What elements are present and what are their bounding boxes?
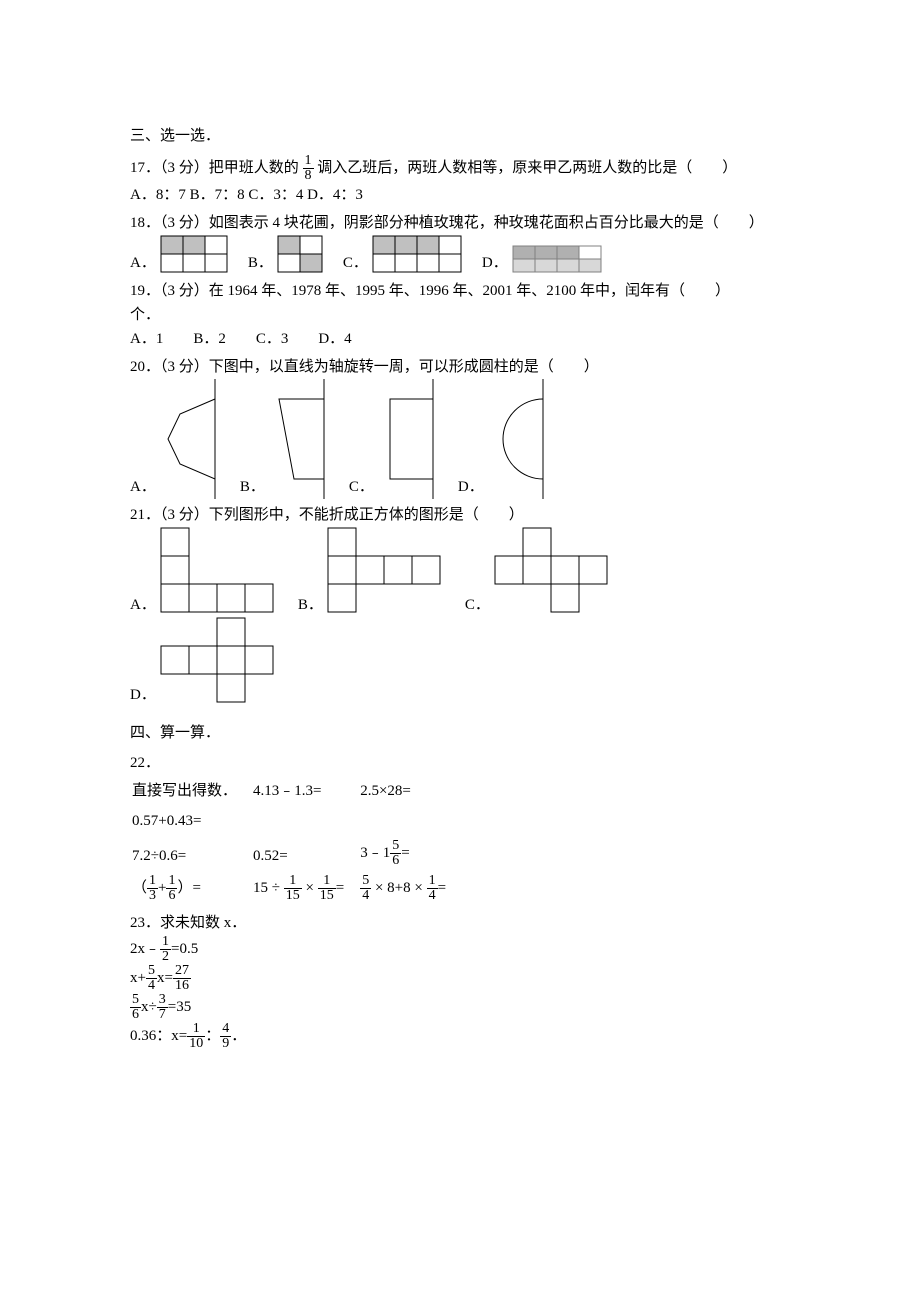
q21-figure-a <box>160 527 280 617</box>
q19-text: 19．（3 分）在 1964 年、1978 年、1995 年、1996 年、20… <box>130 279 790 303</box>
q22-r3c1: 7.2÷0.6= <box>132 837 251 870</box>
question-18: 18．（3 分）如图表示 4 块花圃，阴影部分种植玫瑰花，种玫瑰花面积占百分比最… <box>130 211 790 275</box>
q17-prefix: 17．（3 分）把甲班人数的 <box>130 160 299 176</box>
q22-r4c1: （13+16）= <box>132 872 251 905</box>
q20-label-d: D． <box>458 475 484 499</box>
q22-r4c3: 54 × 8+8 × 14= <box>360 872 460 905</box>
q18-figure-b <box>277 235 325 275</box>
q22-r1c2: 4.13﹣1.3= <box>253 777 358 805</box>
q20-label-c: C． <box>349 475 374 499</box>
q18-figure-c <box>372 235 464 275</box>
q20-figure-d <box>488 379 550 499</box>
q21-label-a: A． <box>130 593 156 617</box>
q20-label-b: B． <box>240 475 265 499</box>
q23-line3: 56x÷37=35 <box>130 993 790 1022</box>
q18-label-b: B． <box>248 251 273 275</box>
question-20: 20．（3 分）下图中，以直线为轴旋转一周，可以形成圆柱的是（ ） A． B． … <box>130 355 790 499</box>
q22-number: 22． <box>130 751 790 775</box>
q18-figure-a <box>160 235 230 275</box>
q18-label-c: C． <box>343 251 368 275</box>
q20-figure-c <box>378 379 440 499</box>
q18-options: A． B． C． <box>130 235 790 275</box>
q21-figure-b <box>327 527 447 617</box>
q22-r1c3: 2.5×28= <box>360 777 460 805</box>
question-19: 19．（3 分）在 1964 年、1978 年、1995 年、1996 年、20… <box>130 279 790 351</box>
q21-figure-d <box>160 617 280 707</box>
q17-suffix: 调入乙班后，两班人数相等，原来甲乙两班人数的比是（ ） <box>317 160 737 176</box>
question-17: 17．（3 分）把甲班人数的 18 调入乙班后，两班人数相等，原来甲乙两班人数的… <box>130 154 790 207</box>
q21-label-c: C． <box>465 593 490 617</box>
q23-line2: x+54x=2716 <box>130 964 790 993</box>
q17-options: A．8：7 B．7：8 C．3：4 D．4：3 <box>130 183 790 207</box>
q20-figure-b <box>269 379 331 499</box>
q21-figure-c <box>494 527 614 617</box>
q17-fraction: 18 <box>303 154 314 183</box>
section-4-title: 四、算一算． <box>130 721 790 745</box>
q22-r3c3: 3﹣156= <box>360 837 460 870</box>
q22-r2c1: 0.57+0.43= <box>132 807 251 835</box>
q21-text: 21．（3 分）下列图形中，不能折成正方体的图形是（ ） <box>130 503 790 527</box>
q19-text2: 个． <box>130 303 790 327</box>
q21-label-d: D． <box>130 683 156 707</box>
question-23: 23．求未知数 x． 2x﹣12=0.5 x+54x=2716 56x÷37=3… <box>130 911 790 1051</box>
q22-r4c2: 15 ÷ 115 × 115= <box>253 872 358 905</box>
q20-figure-a <box>160 379 222 499</box>
question-22: 22． 直接写出得数． 4.13﹣1.3= 2.5×28= 0.57+0.43=… <box>130 751 790 907</box>
q21-label-b: B． <box>298 593 323 617</box>
q22-table: 直接写出得数． 4.13﹣1.3= 2.5×28= 0.57+0.43= 7.2… <box>130 775 462 907</box>
q19-options: A．1 B．2 C．3 D．4 <box>130 327 790 351</box>
q18-text: 18．（3 分）如图表示 4 块花圃，阴影部分种植玫瑰花，种玫瑰花面积占百分比最… <box>130 211 790 235</box>
q21-options: A． B． <box>130 527 790 707</box>
q22-r3c2: 0.52= <box>253 837 358 870</box>
q20-text: 20．（3 分）下图中，以直线为轴旋转一周，可以形成圆柱的是（ ） <box>130 355 790 379</box>
q20-label-a: A． <box>130 475 156 499</box>
q18-figure-d <box>512 245 604 275</box>
q22-r1c1: 直接写出得数． <box>132 777 251 805</box>
q23-line4: 0.36：x=110：49． <box>130 1022 790 1051</box>
q18-label-d: D． <box>482 251 508 275</box>
q20-options: A． B． C． D． <box>130 379 790 499</box>
section-3-title: 三、选一选． <box>130 124 790 148</box>
q18-label-a: A． <box>130 251 156 275</box>
question-21: 21．（3 分）下列图形中，不能折成正方体的图形是（ ） A． B． <box>130 503 790 707</box>
q23-title: 23．求未知数 x． <box>130 911 790 935</box>
q23-line1: 2x﹣12=0.5 <box>130 935 790 964</box>
